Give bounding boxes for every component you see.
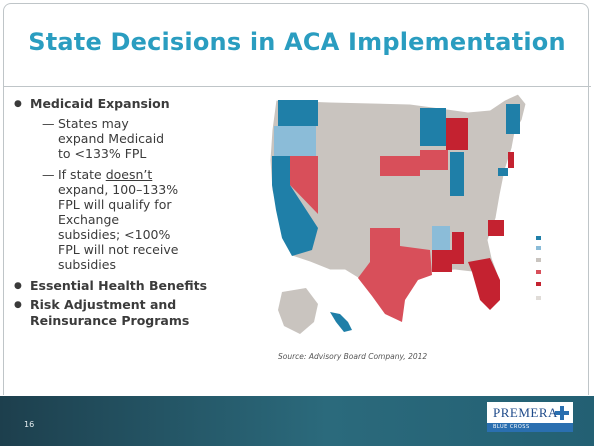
state-wi bbox=[446, 118, 468, 150]
map-legend bbox=[536, 236, 541, 300]
bullet-text: Essential Health Benefits bbox=[30, 278, 208, 293]
state-la bbox=[432, 250, 452, 272]
legend-swatch bbox=[536, 296, 541, 300]
logo: PREMERA BLUE CROSS bbox=[487, 402, 573, 432]
underlined-text: doesn’t bbox=[105, 167, 153, 182]
state-ca bbox=[272, 156, 318, 256]
sub-bullet: — If state doesn’t expand, 100–133% FPL w… bbox=[42, 167, 179, 272]
state-ia bbox=[420, 150, 448, 170]
page-number: 16 bbox=[24, 420, 35, 429]
bullet: Essential Health Benefits bbox=[14, 278, 264, 294]
slide-title: State Decisions in ACA Implementation bbox=[28, 28, 566, 56]
bullet: Risk Adjustment and Reinsurance Programs bbox=[14, 297, 200, 329]
legend-swatch bbox=[536, 270, 541, 274]
sub-bullet-text: expand, 100–133% FPL will qualify for Ex… bbox=[58, 182, 179, 272]
legend-swatch bbox=[536, 258, 541, 262]
legend-swatch bbox=[536, 246, 541, 250]
state-nv bbox=[290, 156, 318, 214]
state-hi bbox=[330, 312, 352, 332]
footer: 16 PREMERA BLUE CROSS bbox=[0, 396, 594, 446]
state-md bbox=[498, 168, 508, 176]
bullet-list: Medicaid Expansion —States may expand Me… bbox=[14, 96, 264, 332]
state-sc bbox=[488, 220, 504, 236]
bullet: Medicaid Expansion —States may expand Me… bbox=[14, 96, 264, 272]
logo-icon bbox=[555, 406, 569, 420]
slide-frame bbox=[3, 3, 589, 395]
state-il bbox=[450, 152, 464, 196]
source-note: Source: Advisory Board Company, 2012 bbox=[278, 352, 428, 361]
state-ne-region bbox=[506, 104, 520, 134]
state-tx bbox=[358, 228, 432, 322]
state-wa bbox=[278, 100, 318, 126]
state-ne bbox=[380, 156, 420, 176]
state-or bbox=[274, 126, 316, 156]
logo-subtext: BLUE CROSS bbox=[493, 424, 530, 430]
bullet-text: Medicaid Expansion bbox=[30, 96, 170, 111]
logo-text: PREMERA bbox=[493, 405, 558, 420]
sub-bullet-text: States may expand Medicaid to <133% FPL bbox=[58, 116, 165, 161]
state-mn bbox=[420, 108, 446, 146]
legend-swatch bbox=[536, 236, 541, 240]
state-fl bbox=[468, 258, 500, 310]
state-ar bbox=[432, 226, 450, 250]
us-map bbox=[269, 93, 541, 334]
legend-swatch bbox=[536, 282, 541, 286]
state-ak bbox=[278, 288, 318, 334]
state-nj bbox=[508, 152, 514, 168]
logo-bar: BLUE CROSS bbox=[487, 423, 573, 432]
sub-bullet: — States may expand Medicaid to <133% FPL bbox=[42, 116, 165, 161]
sub-bullet-text: If state bbox=[58, 167, 106, 182]
title-rule bbox=[3, 86, 591, 87]
bullet-text: Risk Adjustment and Reinsurance Programs bbox=[30, 297, 190, 328]
state-ms bbox=[452, 232, 464, 264]
